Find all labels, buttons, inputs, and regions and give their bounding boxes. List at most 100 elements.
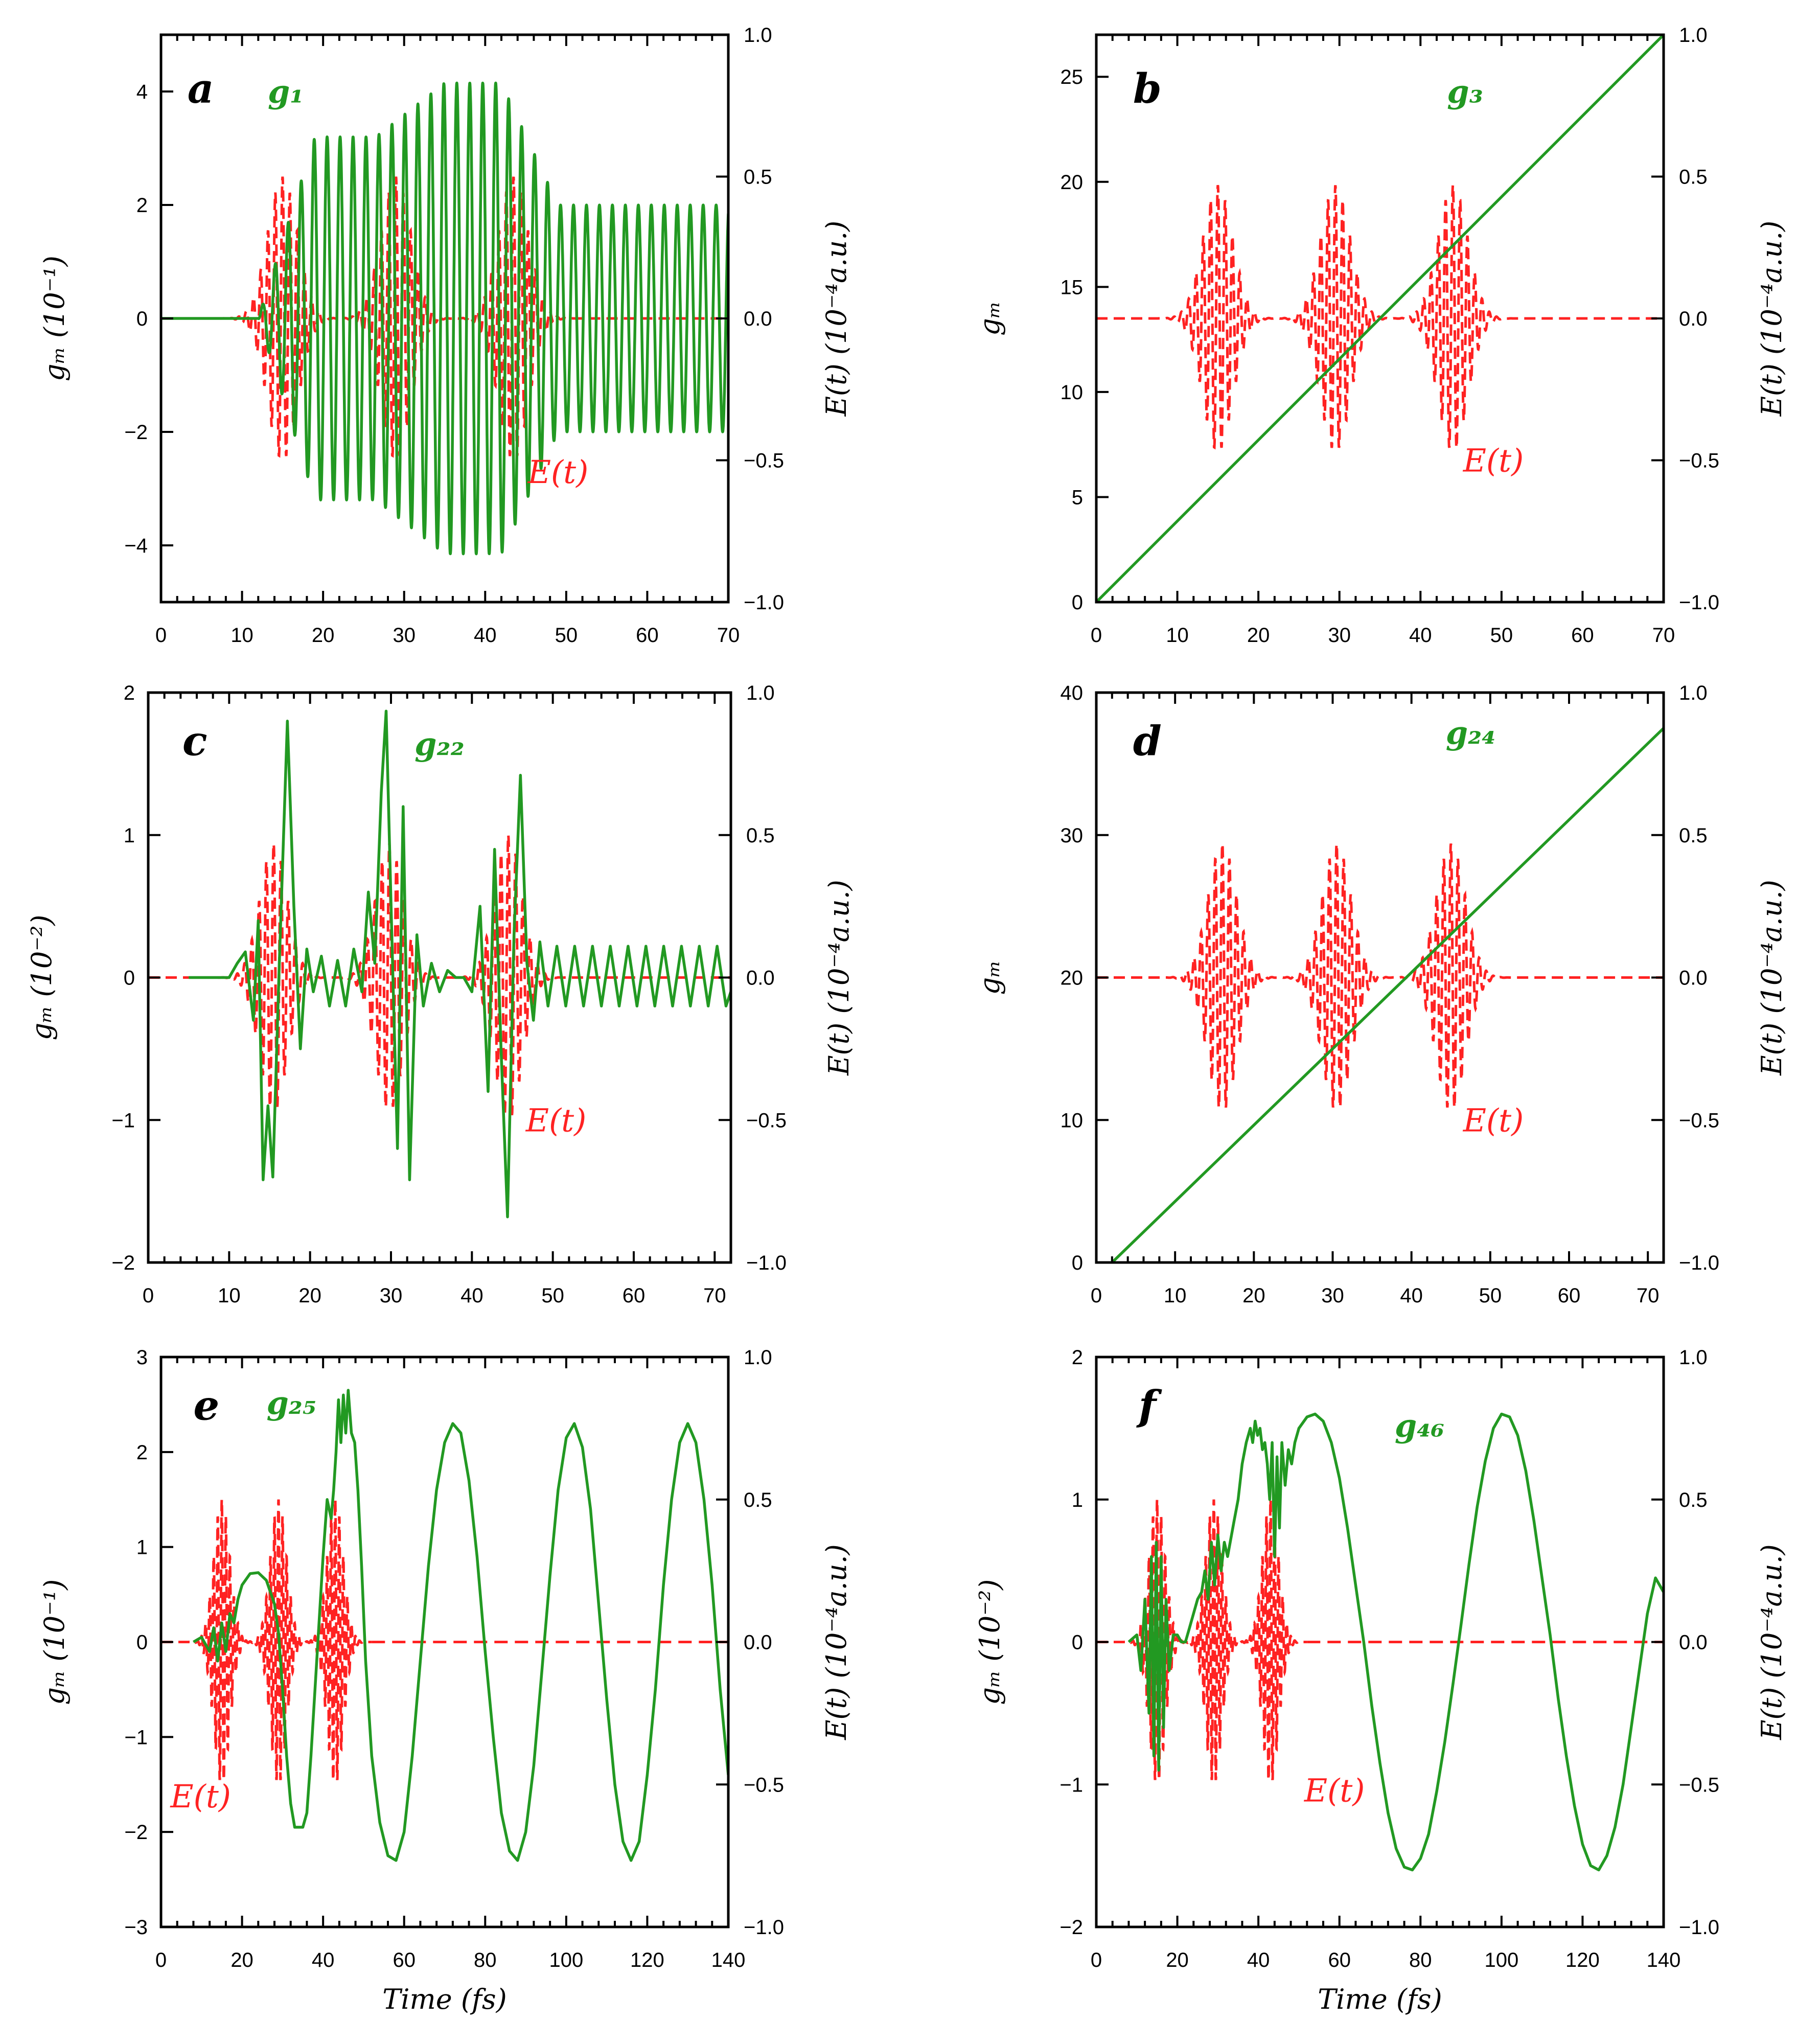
panel-letter: d bbox=[1133, 717, 1162, 765]
e-series-label: E(t) bbox=[170, 1778, 231, 1815]
y-axis-title: gₘ (10⁻¹) bbox=[38, 1579, 71, 1705]
y-tick-label: 20 bbox=[1061, 967, 1084, 990]
y2-tick-label: −1.0 bbox=[746, 1252, 787, 1274]
panel-letter: c bbox=[182, 717, 208, 765]
x-tick-label: 0 bbox=[155, 1949, 167, 1971]
e-series-label: E(t) bbox=[1463, 442, 1524, 479]
y-tick-label: 2 bbox=[136, 194, 148, 217]
x-tick-label: 30 bbox=[1321, 1284, 1344, 1307]
x-tick-label: 70 bbox=[703, 1284, 726, 1307]
g-series bbox=[161, 81, 728, 556]
x-tick-label: 20 bbox=[312, 624, 335, 647]
y2-tick-label: −0.5 bbox=[1679, 1774, 1719, 1796]
x-tick-label: 50 bbox=[541, 1284, 564, 1307]
x-tick-label: 20 bbox=[1247, 624, 1270, 647]
e-field-series bbox=[1096, 1499, 1307, 1780]
y2-tick-label: 0.0 bbox=[746, 967, 775, 990]
y-tick-label: 40 bbox=[1061, 682, 1084, 704]
y2-axis-title: E(t) (10⁻⁴a.u.) bbox=[1756, 1544, 1788, 1740]
y2-tick-label: −1.0 bbox=[744, 1916, 784, 1939]
y2-tick-label: 0.0 bbox=[1679, 967, 1708, 990]
y2-tick-label: 0.5 bbox=[1679, 824, 1708, 847]
y-tick-label: 30 bbox=[1061, 824, 1084, 847]
g-series-label: g₄₆ bbox=[1395, 1407, 1445, 1444]
y-tick-label: 1 bbox=[1072, 1489, 1083, 1511]
x-tick-label: 120 bbox=[1565, 1949, 1600, 1971]
g-series-label: g₁ bbox=[268, 73, 304, 110]
y2-tick-label: 0.0 bbox=[1679, 308, 1708, 330]
x-tick-label: 0 bbox=[1091, 1284, 1102, 1307]
x-tick-label: 100 bbox=[549, 1949, 583, 1971]
y2-tick-label: 0.5 bbox=[746, 824, 775, 847]
x-tick-label: 50 bbox=[1490, 624, 1513, 647]
x-tick-label: 0 bbox=[1091, 1949, 1102, 1971]
y-tick-label: 1 bbox=[136, 1536, 148, 1559]
g-series-label: g₃ bbox=[1447, 73, 1483, 110]
y-axis-title: gₘ (10⁻²) bbox=[26, 915, 58, 1041]
y-tick-label: 3 bbox=[136, 1346, 148, 1369]
g-series bbox=[193, 1389, 728, 1862]
x-tick-label: 40 bbox=[474, 624, 497, 647]
x-tick-label: 140 bbox=[1647, 1949, 1681, 1971]
x-tick-label: 70 bbox=[1637, 1284, 1660, 1307]
y2-tick-label: 1.0 bbox=[746, 682, 775, 704]
panel-e: 0 20 40 60 80 100 120 140 −3 −2 −1 0 1 2 3 −1.0 −0.5 0.0 0… bbox=[38, 1346, 853, 2015]
y2-axis-title: E(t) (10⁻⁴a.u.) bbox=[820, 221, 853, 417]
y2-axis-title: E(t) (10⁻⁴a.u.) bbox=[820, 1544, 853, 1740]
x-tick-label: 0 bbox=[1091, 624, 1102, 647]
g-series-label: g₂₅ bbox=[266, 1385, 316, 1422]
x-tick-label: 40 bbox=[1409, 624, 1432, 647]
g-series-label: g₂₂ bbox=[414, 726, 465, 763]
x-tick-label: 10 bbox=[231, 624, 254, 647]
y-axis-title: gₘ (10⁻²) bbox=[974, 1579, 1006, 1705]
x-tick-label: 60 bbox=[1571, 624, 1594, 647]
x-tick-label: 40 bbox=[460, 1284, 483, 1307]
y2-tick-label: −1.0 bbox=[1679, 591, 1719, 614]
y-tick-label: 2 bbox=[124, 682, 135, 704]
x-tick-label: 60 bbox=[393, 1949, 416, 1971]
x-tick-label: 20 bbox=[231, 1949, 254, 1971]
y2-tick-label: −0.5 bbox=[744, 1774, 784, 1796]
y-axis-title: gₘ bbox=[974, 960, 1006, 995]
x-tick-label: 100 bbox=[1484, 1949, 1518, 1971]
y2-tick-label: −0.5 bbox=[1679, 1109, 1719, 1132]
x-tick-label: 30 bbox=[393, 624, 416, 647]
x-tick-label: 20 bbox=[298, 1284, 321, 1307]
x-tick-label: 40 bbox=[312, 1949, 335, 1971]
x-tick-label: 30 bbox=[1328, 624, 1351, 647]
x-tick-label: 0 bbox=[155, 624, 167, 647]
y-tick-label: 25 bbox=[1061, 66, 1084, 88]
x-tick-label: 60 bbox=[623, 1284, 646, 1307]
x-tick-label: 80 bbox=[1409, 1949, 1432, 1971]
x-tick-label: 50 bbox=[1479, 1284, 1502, 1307]
x-tick-label: 20 bbox=[1242, 1284, 1265, 1307]
x-tick-label: 0 bbox=[143, 1284, 154, 1307]
panel-letter: e bbox=[193, 1382, 219, 1430]
panel-letter: b bbox=[1133, 64, 1162, 112]
y2-tick-label: 1.0 bbox=[1679, 1346, 1708, 1369]
y-tick-label: 4 bbox=[136, 81, 148, 103]
y2-axis-title: E(t) (10⁻⁴a.u.) bbox=[823, 880, 855, 1076]
panel-d: 0 10 20 30 40 50 60 70 0 10 20 30 40 −1.0 −0.5 0.0 0.5 1.… bbox=[974, 682, 1788, 1307]
g-series bbox=[1127, 1412, 1664, 1872]
y2-tick-label: 1.0 bbox=[1679, 682, 1708, 704]
x-axis-title: Time (fs) bbox=[382, 1983, 506, 2015]
y-tick-label: 0 bbox=[124, 967, 135, 990]
e-field-series bbox=[1096, 843, 1664, 1110]
e-series-label: E(t) bbox=[525, 1102, 587, 1139]
x-tick-label: 10 bbox=[1164, 1284, 1187, 1307]
x-tick-label: 140 bbox=[711, 1949, 746, 1971]
y2-tick-label: −0.5 bbox=[744, 450, 784, 472]
y-tick-label: −4 bbox=[124, 535, 148, 557]
g-series bbox=[1096, 35, 1664, 602]
x-tick-label: 20 bbox=[1166, 1949, 1189, 1971]
y2-tick-label: 0.0 bbox=[744, 308, 772, 330]
x-tick-label: 120 bbox=[630, 1949, 664, 1971]
x-tick-label: 40 bbox=[1400, 1284, 1423, 1307]
x-tick-label: 40 bbox=[1247, 1949, 1270, 1971]
y-tick-label: 0 bbox=[1072, 1252, 1083, 1274]
x-tick-label: 30 bbox=[380, 1284, 403, 1307]
x-axis-title: Time (fs) bbox=[1318, 1983, 1442, 2015]
y-tick-label: −3 bbox=[124, 1916, 148, 1939]
y2-tick-label: 1.0 bbox=[1679, 24, 1708, 47]
